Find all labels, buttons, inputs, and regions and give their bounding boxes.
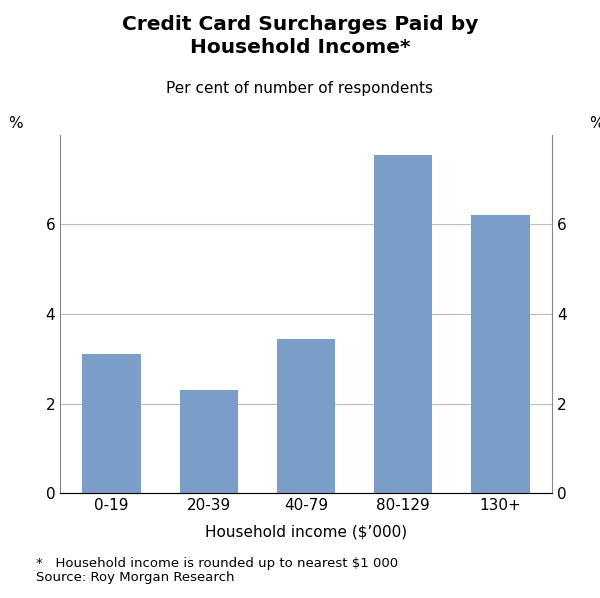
Text: %: % bbox=[589, 116, 600, 131]
Bar bbox=[179, 390, 238, 493]
Text: Per cent of number of respondents: Per cent of number of respondents bbox=[167, 81, 433, 96]
Bar bbox=[277, 338, 335, 493]
Bar bbox=[82, 354, 141, 493]
Bar bbox=[374, 155, 433, 493]
Text: Source: Roy Morgan Research: Source: Roy Morgan Research bbox=[36, 571, 235, 584]
Bar bbox=[471, 215, 530, 493]
Text: *   Household income is rounded up to nearest $1 000: * Household income is rounded up to near… bbox=[36, 557, 398, 570]
Text: %: % bbox=[8, 116, 23, 131]
Text: Credit Card Surcharges Paid by
Household Income*: Credit Card Surcharges Paid by Household… bbox=[122, 15, 478, 57]
X-axis label: Household income ($’000): Household income ($’000) bbox=[205, 524, 407, 539]
